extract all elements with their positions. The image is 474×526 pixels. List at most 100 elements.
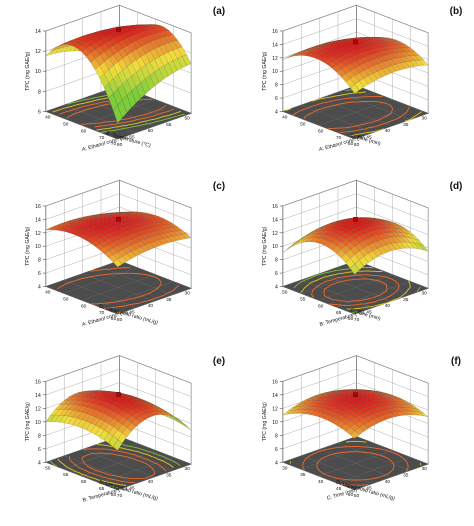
floor-contour: [341, 483, 369, 486]
z-tick-label: 16: [35, 379, 41, 385]
floor-gridline: [337, 91, 410, 120]
z-axis-label: TPC (mg GAE/g): [262, 226, 268, 265]
x-tick-label: 55: [63, 472, 69, 478]
x-tick-label: 60: [318, 303, 324, 309]
z-tick-label: 14: [35, 393, 41, 399]
design-point-marker: [116, 392, 121, 397]
floor-gridline: [319, 98, 392, 127]
floor-contour: [116, 311, 124, 313]
response-surface: [45, 390, 192, 451]
floor-contour: [311, 274, 400, 301]
x-tick-label: 40: [45, 114, 51, 120]
y-tick-label: 35: [403, 297, 409, 303]
floor-contour: [94, 119, 138, 128]
y-tick-label: 70: [111, 141, 117, 147]
z-tick-label: 6: [275, 447, 278, 453]
panel-label: (f): [451, 356, 461, 367]
x-tick-label: 60: [81, 303, 87, 309]
floor-gridline: [100, 266, 173, 295]
x-tick-label: 50: [63, 296, 69, 302]
z-tick-label: 10: [35, 69, 41, 75]
z-tick-label: 12: [35, 406, 41, 412]
y-tick-label: 45: [129, 485, 135, 491]
floor-gridline: [301, 455, 374, 484]
response-surface: [282, 37, 429, 94]
x-tick-label: 40: [282, 114, 288, 120]
y-tick-label: 60: [148, 128, 154, 134]
floor-contour: [285, 108, 292, 112]
y-tick-label: 35: [166, 473, 172, 479]
x-tick-label: 45: [336, 486, 342, 492]
floor-contour: [57, 272, 162, 300]
floor-contour: [289, 461, 292, 464]
response-surface: [45, 211, 192, 268]
x-tick-label: 50: [354, 493, 360, 499]
x-tick-label: 60: [81, 128, 87, 134]
floor-contour: [292, 95, 383, 116]
panel-label: (c): [213, 181, 225, 192]
floor-gridline: [45, 286, 118, 315]
z-axis-label: TPC (mg GAE/g): [25, 402, 31, 441]
x-tick-label: 40: [318, 479, 324, 485]
z-gridline: [45, 355, 192, 384]
floor-gridline: [282, 85, 357, 112]
z-tick-label: 4: [275, 460, 278, 466]
panel-f: 4 6 8 10 12 14 16 TPC (mg GAE/g) 30 35 40 45 50 C: Ti…: [237, 350, 474, 526]
floor-contour: [304, 100, 394, 124]
x-tick-label: 65: [99, 486, 105, 492]
x-tick-label: 70: [354, 317, 360, 323]
floor-contour: [351, 311, 358, 314]
floor-contour: [90, 298, 134, 305]
panel-label: (e): [213, 356, 225, 367]
z-tick-label: 16: [272, 379, 278, 385]
floor-contour: [109, 441, 181, 466]
floor-contour: [316, 451, 395, 481]
floor-contour: [83, 448, 167, 472]
y-tick-label: 30: [422, 290, 428, 296]
z-tick-label: 10: [272, 420, 278, 426]
z-tick-label: 8: [275, 83, 278, 89]
z-tick-label: 12: [35, 231, 41, 237]
floor-gridline: [301, 104, 374, 133]
floor-contour: [81, 452, 156, 480]
floor-contour: [339, 125, 377, 134]
design-point-marker: [116, 217, 121, 222]
y-tick-label: 45: [366, 485, 372, 491]
floor-contour: [57, 458, 127, 486]
floor-gridline: [337, 442, 410, 471]
z-tick-label: 4: [275, 109, 278, 115]
floor-gridline: [64, 455, 137, 484]
z-tick-label: 16: [272, 204, 278, 210]
z-tick-label: 12: [272, 231, 278, 237]
z-axis-label: TPC (mg GAE/g): [25, 226, 31, 265]
design-point-marker: [353, 392, 358, 397]
surface-cell: [349, 430, 360, 439]
panel-label: (d): [450, 181, 463, 192]
y-tick-label: 35: [403, 473, 409, 479]
z-tick-label: 4: [38, 284, 41, 290]
y-tick-label: 30: [185, 466, 191, 472]
z-tick-label: 14: [272, 217, 278, 223]
panel-c: 4 6 8 10 12 14 16 TPC (mg GAE/g) 40 50 60 70 80 A: Et…: [0, 175, 237, 350]
surface-cell: [349, 84, 360, 94]
y-tick-label: 45: [129, 310, 135, 316]
floor-gridline: [356, 436, 429, 465]
floor-gridline: [45, 111, 118, 140]
floor-gridline: [319, 449, 392, 478]
z-tick-label: 8: [38, 89, 41, 95]
x-tick-label: 80: [354, 142, 360, 148]
floor-contour: [419, 462, 422, 466]
z-axis-label: TPC (mg GAE/g): [262, 402, 268, 441]
y-tick-label: 30: [422, 466, 428, 472]
z-gridline: [282, 355, 429, 384]
z-tick-label: 4: [38, 460, 41, 466]
z-tick-label: 6: [38, 447, 41, 453]
